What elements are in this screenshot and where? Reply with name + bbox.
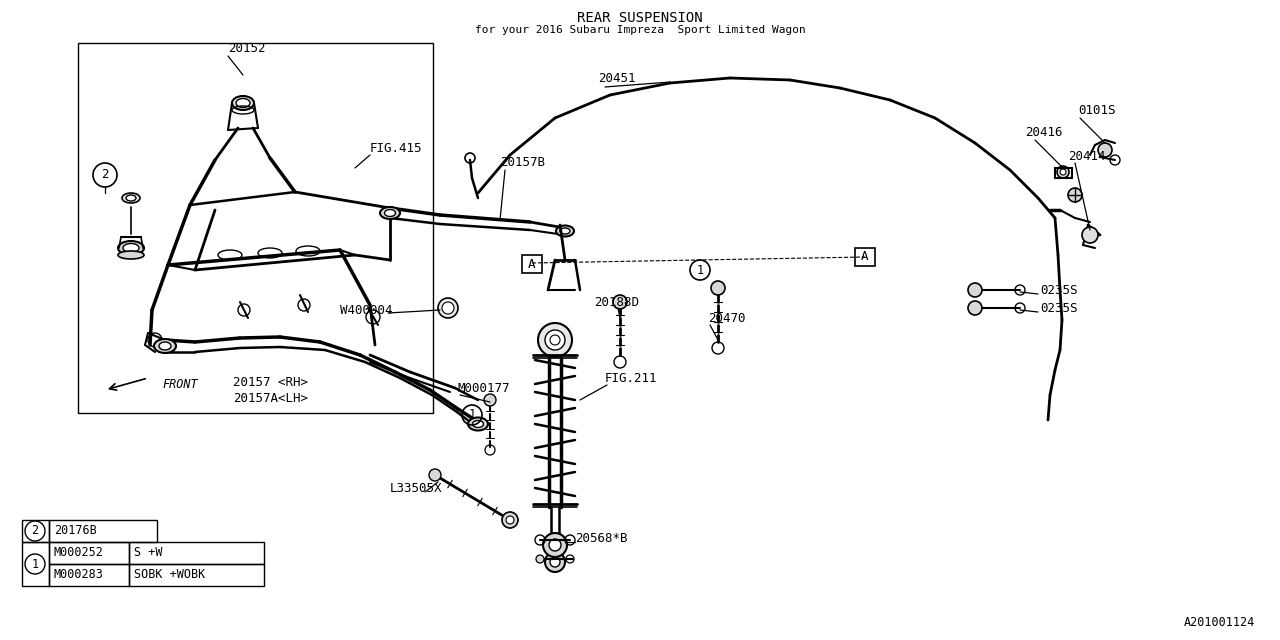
Text: 0235S: 0235S	[1039, 301, 1078, 314]
Circle shape	[536, 555, 544, 563]
Circle shape	[1082, 227, 1098, 243]
Circle shape	[506, 516, 515, 524]
Ellipse shape	[472, 420, 484, 428]
Bar	[129, 542, 264, 564]
Ellipse shape	[556, 225, 573, 237]
Bar	[129, 564, 264, 586]
Circle shape	[549, 539, 561, 551]
Circle shape	[1057, 166, 1069, 178]
Text: L33505X: L33505X	[390, 481, 443, 495]
Text: 20157B: 20157B	[500, 157, 545, 170]
Text: FRONT: FRONT	[163, 378, 197, 392]
Ellipse shape	[468, 417, 488, 431]
Circle shape	[613, 295, 627, 309]
Circle shape	[543, 533, 567, 557]
Text: M000283: M000283	[54, 568, 104, 582]
Circle shape	[484, 394, 497, 406]
Circle shape	[968, 283, 982, 297]
Ellipse shape	[123, 243, 140, 253]
Bar	[22, 520, 49, 542]
Text: A201001124: A201001124	[1184, 616, 1254, 628]
Text: 1: 1	[696, 264, 704, 276]
Circle shape	[442, 302, 454, 314]
Text: 0101S: 0101S	[1078, 104, 1115, 116]
Text: A: A	[529, 257, 536, 271]
Text: FIG.211: FIG.211	[605, 371, 658, 385]
Circle shape	[710, 281, 724, 295]
Circle shape	[1060, 169, 1066, 175]
Ellipse shape	[236, 99, 250, 108]
Circle shape	[545, 552, 564, 572]
Circle shape	[502, 512, 518, 528]
Text: 1: 1	[32, 557, 38, 570]
Circle shape	[1098, 143, 1112, 157]
Text: A: A	[861, 250, 869, 264]
Text: 20152: 20152	[228, 42, 265, 54]
Circle shape	[545, 330, 564, 350]
Text: M000177: M000177	[458, 381, 511, 394]
Ellipse shape	[122, 193, 140, 203]
Circle shape	[438, 298, 458, 318]
Text: 20451: 20451	[598, 72, 635, 84]
Ellipse shape	[384, 209, 396, 216]
Text: 20568*B: 20568*B	[575, 531, 627, 545]
Bar	[49, 564, 129, 586]
Text: 2: 2	[101, 168, 109, 182]
Text: 1: 1	[468, 408, 476, 422]
Ellipse shape	[232, 96, 253, 110]
Text: 0235S: 0235S	[1039, 284, 1078, 296]
Circle shape	[550, 557, 561, 567]
Text: FIG.415: FIG.415	[370, 141, 422, 154]
Circle shape	[1068, 188, 1082, 202]
Text: 20414: 20414	[1068, 150, 1106, 163]
Ellipse shape	[561, 228, 570, 234]
Bar	[522, 255, 541, 273]
Text: 20470: 20470	[708, 312, 745, 324]
Ellipse shape	[159, 342, 172, 350]
Text: REAR SUSPENSION: REAR SUSPENSION	[577, 11, 703, 25]
Bar	[49, 542, 129, 564]
Bar	[22, 542, 49, 586]
Text: 20157A<LH>: 20157A<LH>	[233, 392, 308, 404]
Text: 20176B: 20176B	[54, 525, 97, 538]
Text: 20416: 20416	[1025, 127, 1062, 140]
Ellipse shape	[380, 207, 399, 219]
Ellipse shape	[118, 251, 143, 259]
Text: SOBK +WOBK: SOBK +WOBK	[134, 568, 205, 582]
Circle shape	[538, 323, 572, 357]
Ellipse shape	[154, 339, 177, 353]
Text: S +W: S +W	[134, 547, 163, 559]
Ellipse shape	[118, 241, 143, 255]
Text: W400004: W400004	[340, 303, 393, 317]
Ellipse shape	[125, 195, 136, 201]
Bar	[49, 520, 157, 542]
Text: M000252: M000252	[54, 547, 104, 559]
Text: 20157 <RH>: 20157 <RH>	[233, 376, 308, 388]
Text: for your 2016 Subaru Impreza  Sport Limited Wagon: for your 2016 Subaru Impreza Sport Limit…	[475, 25, 805, 35]
Bar	[78, 43, 433, 413]
Text: 20188D: 20188D	[594, 296, 639, 308]
Circle shape	[968, 301, 982, 315]
Bar	[855, 248, 876, 266]
Text: 2: 2	[32, 525, 38, 538]
Circle shape	[429, 469, 442, 481]
